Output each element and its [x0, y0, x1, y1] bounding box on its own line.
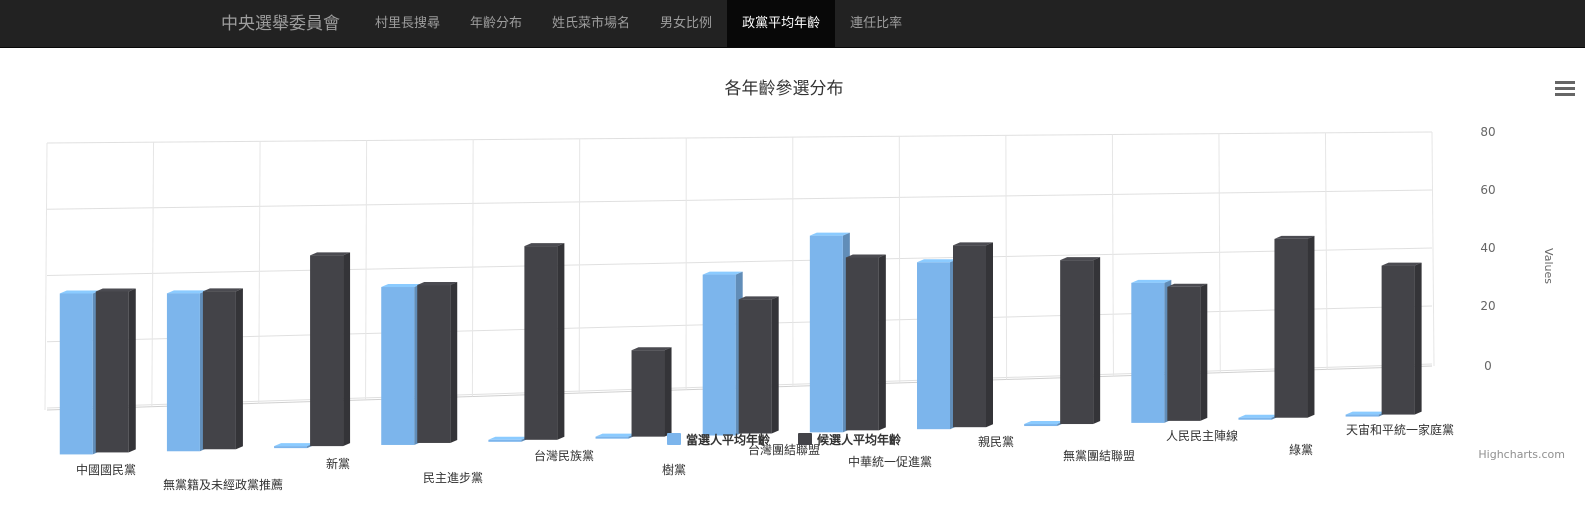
legend-label: 候選人平均年齡: [817, 432, 901, 447]
chart-bars: [60, 233, 1422, 455]
y-axis-ticks: 0 20 40 60 80: [1480, 125, 1495, 373]
bar-candidate-4[interactable]: [524, 243, 564, 440]
chart-title: 各年齡參選分布: [725, 79, 844, 99]
bar-candidate-10[interactable]: [1167, 284, 1207, 421]
legend-symbol: [667, 433, 681, 445]
category-label-2: 新黨: [326, 456, 350, 471]
category-label-12: 天宙和平統一家庭黨: [1346, 422, 1454, 437]
bar-candidate-11[interactable]: [1274, 236, 1314, 418]
bar-candidate-3[interactable]: [417, 282, 457, 443]
bar-candidate-12[interactable]: [1382, 263, 1422, 415]
y-tick-label: 40: [1480, 241, 1495, 255]
category-separator-2: [259, 141, 260, 403]
nav-item-1[interactable]: 年齡分布: [455, 0, 537, 48]
category-separator-3: [366, 140, 367, 399]
category-label-5: 樹黨: [662, 463, 686, 477]
bar-elected-4[interactable]: [488, 437, 528, 442]
category-label-0: 中國國民黨: [76, 462, 136, 477]
category-label-8: 親民黨: [978, 435, 1014, 449]
brand-link[interactable]: 中央選舉委員會: [221, 0, 340, 48]
bar-elected-6[interactable]: [703, 272, 743, 436]
y-tick-label: 20: [1480, 299, 1495, 313]
category-separator-4: [472, 140, 473, 397]
bar-elected-3[interactable]: [381, 284, 421, 445]
category-separator-10: [1112, 135, 1113, 377]
nav-item-4[interactable]: 政黨平均年齡: [727, 0, 835, 48]
category-separator-13: [1432, 132, 1434, 366]
category-separator-11: [1219, 134, 1220, 373]
bar-candidate-9[interactable]: [1060, 257, 1100, 424]
bar-elected-7[interactable]: [810, 233, 850, 433]
bar-candidate-7[interactable]: [846, 255, 886, 431]
grid-line-2: [47, 248, 1432, 276]
bar-candidate-1[interactable]: [203, 288, 243, 449]
y-axis-title: Values: [1542, 248, 1555, 284]
legend-item-0[interactable]: 當選人平均年齡: [667, 432, 770, 447]
grid-line-4: [47, 132, 1432, 143]
bar-elected-11[interactable]: [1238, 415, 1278, 420]
nav-item-0[interactable]: 村里長搜尋: [360, 0, 455, 48]
bar-candidate-8[interactable]: [953, 242, 993, 427]
bar-elected-1[interactable]: [167, 290, 207, 451]
category-label-9: 無黨團結聯盟: [1063, 448, 1135, 463]
bar-elected-10[interactable]: [1131, 280, 1171, 423]
y-tick-label: 80: [1480, 125, 1495, 139]
category-label-11: 綠黨: [1289, 443, 1313, 457]
y-tick-label: 0: [1484, 359, 1492, 373]
category-label-4: 台灣民族黨: [534, 448, 594, 463]
bar-candidate-5[interactable]: [632, 347, 672, 436]
category-separator-9: [1006, 135, 1007, 379]
category-label-7: 中華統一促進黨: [848, 454, 932, 469]
nav-menu: 村里長搜尋年齡分布姓氏菜市場名男女比例政黨平均年齡連任比率: [360, 0, 917, 48]
bar-elected-8[interactable]: [917, 259, 957, 429]
category-label-3: 民主進步黨: [423, 471, 483, 485]
bar-candidate-0[interactable]: [96, 289, 136, 453]
bar-elected-0[interactable]: [60, 291, 100, 455]
bar-candidate-6[interactable]: [739, 296, 779, 433]
bar-elected-2[interactable]: [274, 443, 314, 448]
category-label-10: 人民民主陣線: [1166, 428, 1238, 443]
nav-item-3[interactable]: 男女比例: [645, 0, 727, 48]
legend-symbol: [798, 433, 812, 445]
category-separator-1: [152, 142, 154, 406]
legend-label: 當選人平均年齡: [686, 432, 770, 447]
category-separator-0: [45, 143, 47, 410]
category-label-1: 無黨籍及未經政黨推薦: [163, 477, 283, 492]
nav-item-5[interactable]: 連任比率: [835, 0, 917, 48]
bar-elected-12[interactable]: [1346, 412, 1386, 417]
bar-elected-9[interactable]: [1024, 421, 1064, 426]
highcharts-credits[interactable]: Highcharts.com: [1478, 448, 1565, 461]
bar-candidate-2[interactable]: [310, 252, 350, 446]
bar-elected-5[interactable]: [596, 434, 636, 439]
top-navbar: 中央選舉委員會 村里長搜尋年齡分布姓氏菜市場名男女比例政黨平均年齡連任比率: [0, 0, 1585, 48]
hamburger-menu-icon[interactable]: [1555, 81, 1575, 99]
nav-item-2[interactable]: 姓氏菜市場名: [537, 0, 645, 48]
y-tick-label: 60: [1480, 183, 1495, 197]
grid-line-3: [47, 190, 1432, 209]
category-separator-12: [1325, 133, 1327, 370]
